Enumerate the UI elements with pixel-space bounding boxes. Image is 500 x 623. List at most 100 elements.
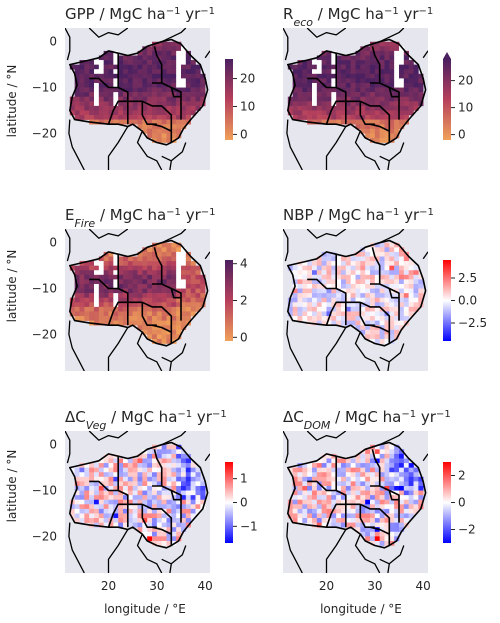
heatmap-cell	[345, 288, 351, 294]
heatmap-cell	[142, 115, 148, 120]
heatmap-cell	[394, 297, 400, 303]
y-tick-label: −20	[32, 529, 57, 543]
heatmap-cell	[389, 96, 395, 102]
heatmap-cell	[161, 96, 167, 102]
heatmap-cell	[399, 110, 405, 116]
heatmap-cell	[336, 485, 342, 491]
heatmap-cell	[374, 297, 380, 303]
heatmap-cell	[316, 513, 322, 519]
heatmap-cell	[341, 270, 347, 276]
heatmap-cell	[118, 60, 124, 65]
heatmap-cell	[161, 133, 167, 139]
heatmap-cell	[389, 110, 395, 116]
heatmap-cell	[156, 87, 162, 93]
heatmap-cell	[79, 485, 85, 491]
heatmap-cell	[345, 274, 351, 280]
heatmap-cell	[374, 69, 380, 75]
heatmap-cell	[345, 105, 351, 111]
heatmap-cell	[287, 504, 293, 510]
heatmap-cell	[127, 297, 133, 303]
heatmap-cell	[200, 73, 206, 79]
heatmap-cell	[103, 288, 109, 294]
heatmap-cell	[89, 306, 95, 312]
heatmap-cell	[161, 279, 167, 285]
heatmap-cell	[171, 283, 177, 289]
heatmap-cell	[384, 119, 390, 125]
heatmap-cell	[176, 472, 182, 478]
heatmap-cell	[79, 96, 85, 102]
ylabel-row-3: latitude / °N	[5, 450, 19, 523]
heatmap-cell	[316, 274, 322, 280]
heatmap-cell	[152, 78, 158, 84]
heatmap-cell	[123, 481, 129, 487]
heatmap-cell	[176, 261, 182, 266]
heatmap-cell	[161, 247, 167, 253]
heatmap-cell	[89, 481, 95, 487]
heatmap-cell	[69, 311, 75, 317]
heatmap-cell	[413, 499, 419, 505]
heatmap-cell	[108, 87, 114, 93]
heatmap-cell	[156, 463, 162, 468]
heatmap-cell	[190, 279, 196, 285]
heatmap-cell	[350, 274, 356, 280]
heatmap-cell	[108, 311, 114, 317]
borders	[283, 28, 428, 170]
heatmap-cell	[365, 453, 371, 459]
heatmap-cell	[302, 265, 308, 271]
heatmap-cell	[345, 463, 351, 468]
heatmap-cell	[399, 64, 405, 70]
heatmap-cell	[418, 78, 424, 84]
heatmap-cell	[185, 293, 191, 299]
heatmap-cell	[408, 302, 414, 308]
heatmap-cell	[89, 274, 95, 280]
heatmap-cell	[307, 476, 313, 482]
heatmap-cell	[127, 513, 133, 519]
heatmap-cell	[147, 115, 153, 120]
heatmap-cell	[152, 334, 158, 340]
heatmap-cell	[360, 316, 366, 321]
heatmap-cell	[152, 105, 158, 111]
heatmap-cell	[345, 476, 351, 482]
heatmap-cell	[394, 101, 400, 107]
colorbar-tick-label: 0.0	[458, 294, 477, 308]
heatmap-cell	[171, 499, 177, 505]
heatmap-cell	[360, 73, 366, 79]
heatmap-cell	[370, 288, 376, 294]
heatmap-cell	[171, 476, 177, 482]
heatmap-cell	[341, 513, 347, 519]
heatmap-cell	[370, 527, 376, 533]
heatmap-cell	[307, 518, 313, 523]
heatmap-cell	[195, 297, 201, 303]
heatmap-cell	[394, 325, 400, 331]
heatmap-cell	[374, 338, 380, 344]
heatmap-cell	[161, 476, 167, 482]
heatmap-cell	[108, 490, 114, 496]
heatmap-cell	[389, 256, 395, 262]
heatmap-cell	[326, 265, 332, 271]
country-border	[107, 301, 128, 326]
heatmap-cell	[326, 87, 332, 93]
heatmap-cell	[142, 124, 148, 130]
heatmap-cell	[147, 453, 153, 459]
heatmap-cell	[370, 78, 376, 84]
heatmap-cell	[418, 293, 424, 299]
heatmap-cell	[171, 41, 177, 47]
heatmap-cell	[403, 69, 409, 75]
heatmap-cell	[365, 261, 371, 266]
heatmap-cell	[79, 297, 85, 303]
heatmap-cell	[152, 485, 158, 491]
heatmap-cell	[292, 472, 298, 478]
heatmap-cell	[302, 293, 308, 299]
heatmap-cell	[118, 288, 124, 294]
heatmap-cell	[103, 279, 109, 285]
heatmap-cell	[171, 472, 177, 478]
heatmap-cell	[118, 92, 124, 98]
heatmap-cell	[331, 69, 337, 75]
heatmap-cell	[147, 251, 153, 257]
heatmap-cell	[374, 119, 380, 125]
heatmap-cell	[312, 306, 318, 312]
colorbar-gradient	[443, 59, 451, 140]
heatmap-cell	[98, 55, 104, 61]
heatmap-cell	[89, 293, 95, 299]
heatmap-cell	[132, 55, 138, 61]
